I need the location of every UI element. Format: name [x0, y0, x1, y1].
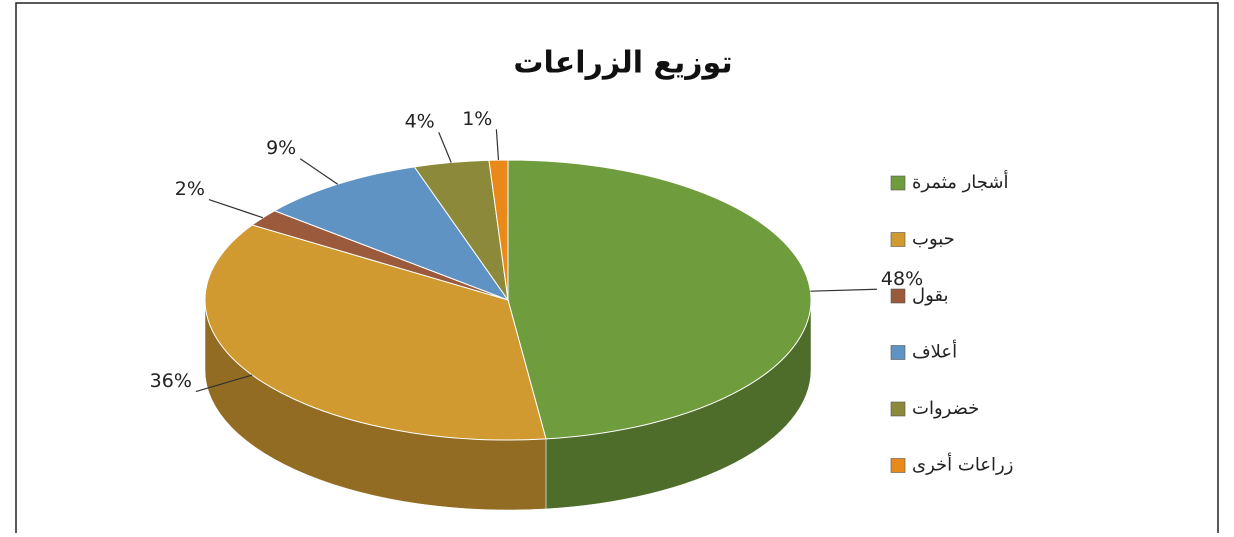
leader-line [299, 158, 339, 185]
legend-swatch [890, 458, 906, 473]
leader-line [495, 129, 500, 161]
data-label: 1% [462, 108, 492, 130]
legend-label: خضروات [912, 398, 979, 419]
data-label: 48% [881, 268, 923, 290]
leader-line [810, 288, 877, 292]
legend-swatch [890, 288, 906, 304]
data-label: 9% [266, 137, 296, 159]
leader-line [208, 199, 264, 219]
leader-line [438, 131, 452, 163]
slice [507, 159, 812, 440]
legend-label: بقول [912, 285, 949, 306]
legend-label: أعلاف [912, 340, 957, 363]
legend-swatch [890, 232, 906, 247]
legend-swatch [890, 345, 906, 360]
legend-swatch [890, 175, 906, 191]
leader-line [195, 374, 253, 393]
chart-title: توزيع الزراعات [513, 46, 732, 81]
legend-swatch [890, 401, 906, 417]
data-label: 4% [405, 111, 435, 133]
legend-label: زراعات أخرى [912, 453, 1013, 476]
legend-label: أشجار مثمرة [912, 170, 1008, 193]
data-label: 36% [150, 370, 192, 392]
legend-label: حبوب [912, 229, 955, 250]
data-label: 2% [175, 178, 205, 200]
